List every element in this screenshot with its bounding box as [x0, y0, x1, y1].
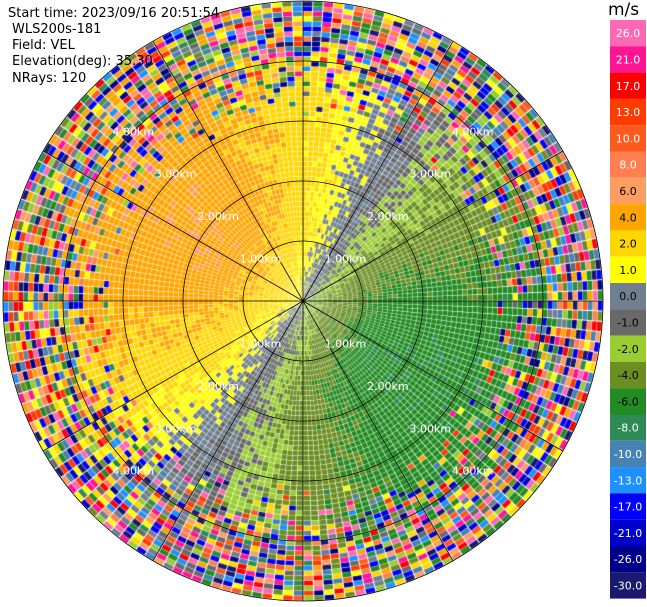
range-ring-label: 1.00km	[325, 253, 367, 266]
colorbar-tick-label: -10.0	[614, 448, 642, 461]
colorbar-swatch	[610, 414, 646, 441]
range-ring-label: 2.00km	[367, 210, 409, 223]
colorbar-swatch	[610, 72, 646, 99]
outer-ring	[2, 0, 604, 602]
range-ring-label: 1.00km	[240, 337, 282, 350]
colorbar-swatch	[610, 572, 646, 599]
colorbar-swatch	[610, 546, 646, 573]
colorbar-tick-label: -6.0	[617, 395, 638, 408]
range-ring-label: 1.00km	[325, 337, 367, 350]
range-ring	[182, 180, 424, 422]
colorbar-swatch	[610, 125, 646, 152]
range-ring-label: 3.00km	[155, 168, 197, 181]
colorbar-swatch	[610, 204, 646, 231]
range-ring-label: 2.00km	[367, 380, 409, 393]
colorbar-tick-label: 21.0	[616, 53, 641, 66]
colorbar-swatch	[610, 440, 646, 468]
colorbar-swatch	[610, 20, 646, 47]
colorbar: 26.0 21.0 17.0 13.0 10.0 8.0 6.0 4.0 2.0 1.0 0.0 -1…	[610, 20, 646, 599]
colorbar-swatch	[610, 388, 646, 415]
range-ring-label: 3.00km	[409, 422, 451, 435]
colorbar-tick-label: -13.0	[614, 474, 642, 487]
colorbar-tick-label: -2.0	[617, 343, 638, 356]
colorbar-tick-label: 10.0	[616, 132, 641, 145]
range-ring-label: 3.00km	[155, 422, 197, 435]
colorbar-tick-label: -21.0	[614, 527, 642, 540]
colorbar-swatch	[610, 151, 646, 178]
range-ring-label: 4.00km	[113, 125, 155, 138]
colorbar-unit-label: m/s	[608, 0, 640, 20]
range-ring	[62, 60, 544, 542]
colorbar-tick-label: 6.0	[619, 185, 637, 198]
range-ring-label: 2.00km	[197, 210, 239, 223]
colorbar-tick-label: -17.0	[614, 501, 642, 514]
colorbar-tick-label: -1.0	[617, 316, 638, 329]
range-ring-label: 2.00km	[197, 380, 239, 393]
range-ring-label: 4.00km	[452, 125, 494, 138]
nrays-label: NRays: 120	[12, 71, 87, 86]
range-ring-label: 4.00km	[452, 465, 494, 478]
colorbar-swatch	[610, 519, 646, 546]
colorbar-swatch	[610, 309, 646, 336]
colorbar-tick-label: 4.0	[619, 211, 637, 224]
colorbar-tick-label: 1.0	[619, 264, 637, 277]
colorbar-swatch	[610, 256, 646, 283]
colorbar-swatch	[610, 361, 646, 389]
azimuth-line	[152, 40, 454, 562]
elevation-label: Elevation(deg): 35.30	[12, 54, 153, 69]
colorbar-tick-label: 8.0	[619, 159, 637, 172]
colorbar-tick-label: 26.0	[616, 27, 641, 40]
field-label: Field: VEL	[12, 38, 75, 53]
range-ring	[122, 120, 484, 482]
colorbar-swatch	[610, 493, 646, 520]
start-time-label: Start time: 2023/09/16 20:51:54	[8, 6, 220, 21]
range-ring	[242, 240, 364, 362]
colorbar-swatch	[610, 177, 646, 205]
colorbar-tick-label: -4.0	[617, 369, 638, 382]
colorbar-swatch	[610, 98, 646, 126]
colorbar-swatch	[610, 46, 646, 73]
range-ring-label: 1.00km	[240, 253, 282, 266]
colorbar-tick-label: 13.0	[616, 106, 641, 119]
colorbar-tick-label: 2.0	[619, 238, 637, 251]
colorbar-tick-label: -26.0	[614, 553, 642, 566]
range-ring-label: 3.00km	[409, 168, 451, 181]
colorbar-swatch	[610, 335, 646, 362]
colorbar-tick-label: 17.0	[616, 80, 641, 93]
range-ring-label: 4.00km	[113, 465, 155, 478]
colorbar-tick-label: -30.0	[614, 579, 642, 592]
colorbar-tick-label: 0.0	[619, 290, 637, 303]
colorbar-swatch	[610, 467, 646, 494]
colorbar-tick-label: -8.0	[617, 422, 638, 435]
colorbar-swatch	[610, 230, 646, 257]
colorbar-swatch	[610, 283, 646, 310]
instrument-label: WLS200s-181	[12, 22, 102, 37]
